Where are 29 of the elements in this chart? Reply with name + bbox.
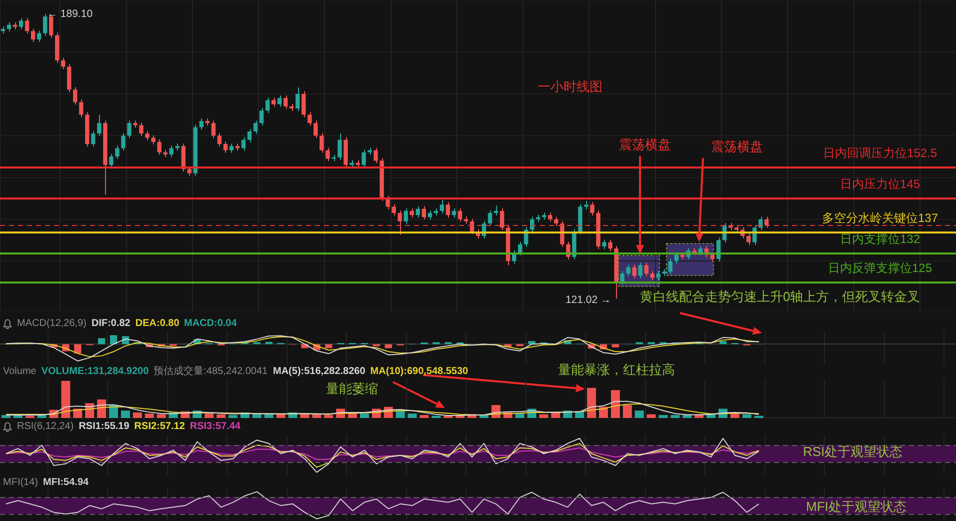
text: 一小时线图 bbox=[538, 79, 602, 94]
text: 量能暴涨，红柱拉高 bbox=[558, 362, 675, 378]
text: MA(5):516,282.8260 bbox=[273, 366, 366, 378]
series-label: RSI3:57.44 bbox=[190, 421, 240, 433]
ref-line-label: 日内支撑位132 bbox=[840, 232, 920, 246]
series-label: MACD:0.04 bbox=[184, 318, 237, 330]
ref-line-label: 日内回调压力位152.5 bbox=[822, 146, 938, 160]
chart-title: Volume bbox=[3, 366, 36, 378]
annotation: 121.02 → bbox=[565, 294, 611, 307]
text: VOLUME:131,284.9200 bbox=[41, 366, 149, 378]
chart-title: MACD(12,26,9) bbox=[17, 318, 86, 330]
text: MA(10):690,548.5530 bbox=[370, 366, 468, 378]
annotation: RSI处于观望状态 bbox=[803, 444, 903, 460]
ref-line-label: 日内反弹支撑位125 bbox=[828, 260, 932, 275]
annotation: 震荡横盘 bbox=[619, 137, 671, 153]
chart-title: MFI(14) bbox=[3, 477, 38, 489]
series-label: RSI2:57.12 bbox=[134, 421, 185, 433]
annotation: 黄白线配合走势匀速上升0轴上方，但死叉转金叉 bbox=[640, 289, 920, 305]
annotation: MFI处于观望状态 bbox=[806, 499, 906, 515]
ref-line-label: 日内压力位145 bbox=[840, 176, 920, 191]
series-label: RSI1:55.19 bbox=[78, 421, 130, 433]
series-label: MFI:54.94 bbox=[43, 477, 89, 489]
chart-title: RSI(6,12,24) bbox=[17, 421, 74, 433]
annotation: 震荡横盘 bbox=[711, 139, 763, 155]
series-label: DIF:0.82 bbox=[91, 318, 130, 330]
series-label: DEA:0.80 bbox=[135, 318, 180, 330]
ref-line-label: 多空分水岭关键位137 bbox=[822, 210, 938, 225]
chart-subtitle: 预估成交量:485,242.0041 bbox=[154, 366, 268, 378]
annotation: ← 189.10 bbox=[47, 8, 93, 21]
